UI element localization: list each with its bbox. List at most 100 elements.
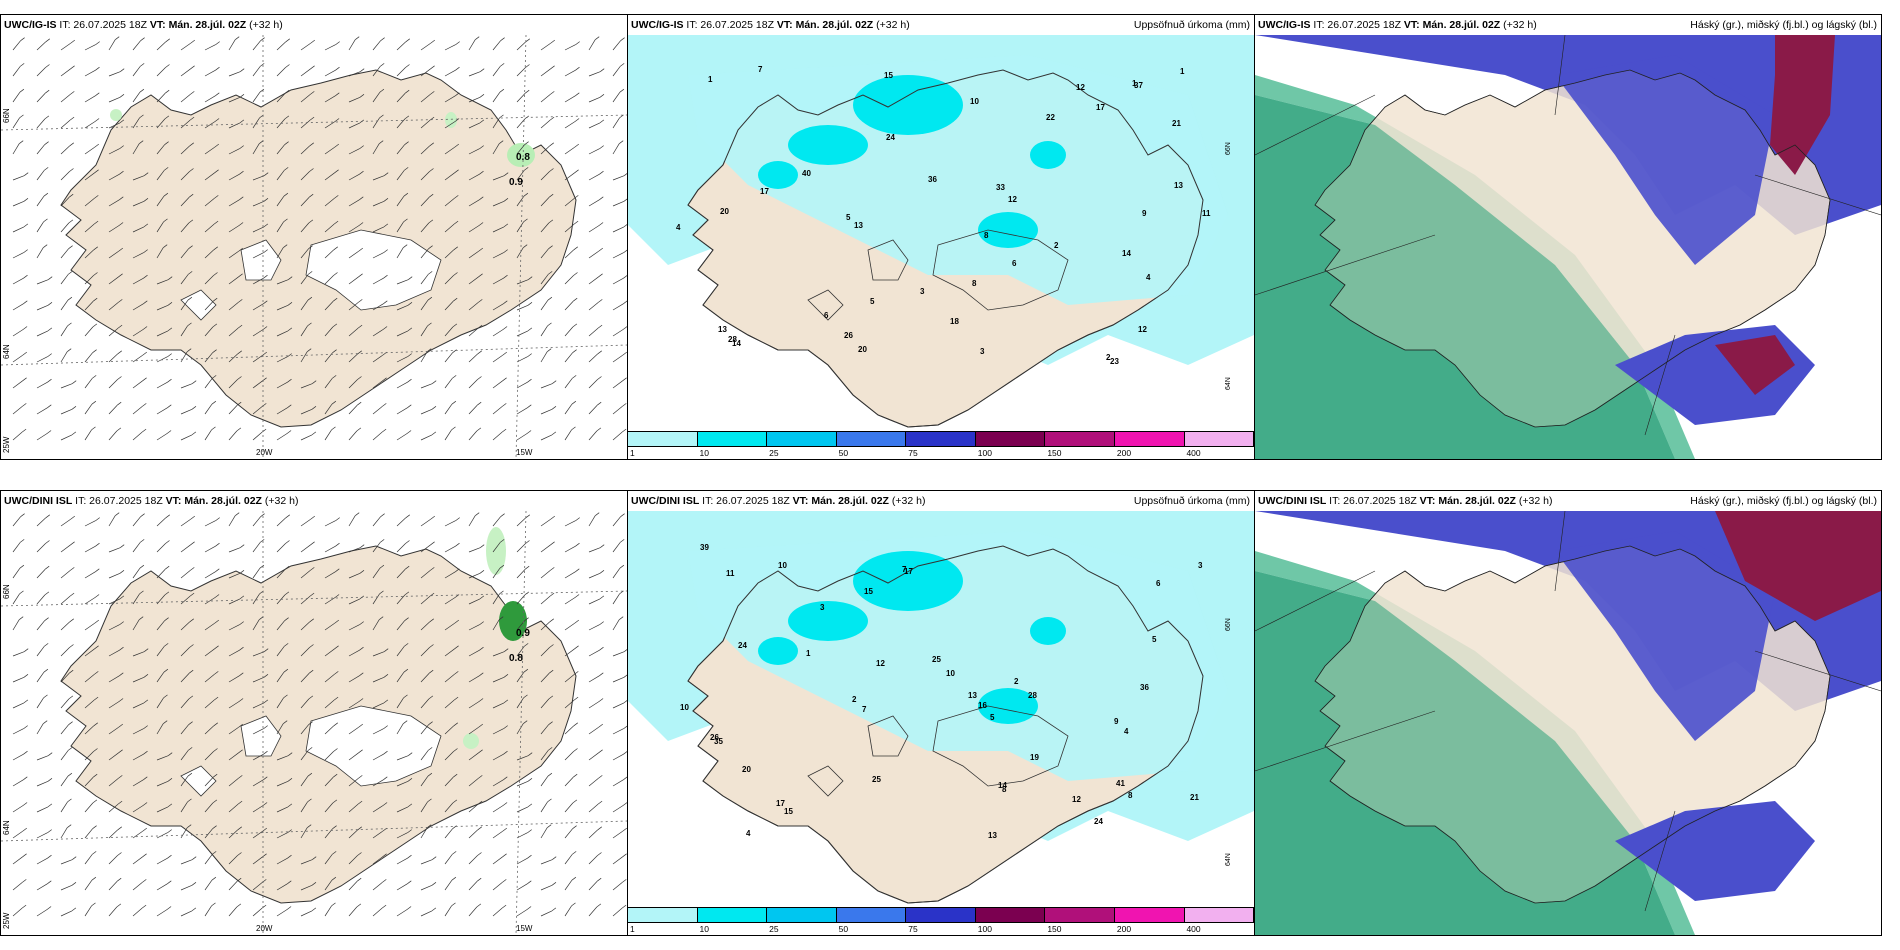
precip-value: 5 <box>990 713 995 722</box>
colorbar-tick: 50 <box>838 924 849 934</box>
colorbar-swatch <box>767 431 837 447</box>
colorbar-swatch <box>628 431 698 447</box>
precip-value: 37 <box>1134 81 1143 90</box>
border-line <box>1255 234 1436 296</box>
precip-value: 12 <box>876 659 885 668</box>
panel-header: UWC/DINI ISL IT: 26.07.2025 18Z VT: Mán.… <box>4 495 299 507</box>
precip-value: 15 <box>884 71 893 80</box>
precip-heavy <box>853 551 963 611</box>
precip-map-top: 1431312945613142217372840331826202124201… <box>628 35 1254 459</box>
maroon-cloud <box>1715 335 1795 395</box>
panel-header: UWC/DINI ISL IT: 26.07.2025 18Z VT: Mán.… <box>1255 491 1881 511</box>
glacier <box>240 715 282 757</box>
border-line <box>1255 710 1436 772</box>
colorbar-tick: 10 <box>699 448 710 458</box>
colorbar-swatch <box>697 907 768 923</box>
maroon-cloud <box>1715 511 1881 621</box>
wind-highlight <box>463 733 479 749</box>
precip-value: 17 <box>904 567 913 576</box>
precip-value: 10 <box>970 97 979 106</box>
precip-heavy <box>978 212 1038 248</box>
glacier <box>305 229 442 311</box>
colorbar: 1 10 25 50 75 100 150 200 400 <box>628 431 1254 459</box>
precip-value: 28 <box>1028 691 1037 700</box>
precip-value: 6 <box>824 311 829 320</box>
wind-value: 0.9 <box>509 177 523 188</box>
colorbar-swatch <box>767 907 837 923</box>
precip-value: 6 <box>1012 259 1017 268</box>
panel-wind-igis: UWC/IG-IS IT: 26.07.2025 18Z VT: Mán. 28… <box>0 14 628 460</box>
precip-value: 15 <box>864 587 873 596</box>
precip-value: 40 <box>802 169 811 178</box>
border-line <box>1644 334 1676 436</box>
precip-area <box>688 55 1228 305</box>
wind-highlight <box>486 527 506 575</box>
precip-heavy <box>758 161 798 189</box>
panel-header: UWC/IG-IS IT: 26.07.2025 18Z VT: Mán. 28… <box>4 19 283 31</box>
colorbar-swatch <box>628 907 698 923</box>
precip-value: 5 <box>1152 635 1157 644</box>
border-line <box>1554 511 1566 592</box>
lat-label: 64N <box>1225 853 1232 866</box>
colorbar-tick: 400 <box>1186 448 1201 458</box>
colorbar-swatch <box>836 431 907 447</box>
precip-value: 7 <box>902 565 907 574</box>
graticule <box>1 35 627 459</box>
precip-value: 20 <box>720 207 729 216</box>
precip-value: 6 <box>1156 579 1161 588</box>
precip-value: 12 <box>1072 795 1081 804</box>
corner-label: 25W <box>2 912 11 929</box>
colorbar-tick: 50 <box>838 448 849 458</box>
colorbar-tick: 25 <box>769 448 779 458</box>
colorbar-tick: 200 <box>1116 924 1132 934</box>
precip-value: 33 <box>996 183 1005 192</box>
wind-barbs <box>12 36 627 441</box>
precip-value: 4 <box>1146 273 1151 282</box>
precip-value: 9 <box>1142 209 1147 218</box>
colorbar-tick: 150 <box>1047 924 1062 934</box>
precip-value: 4 <box>746 829 751 838</box>
precip-heavy <box>1030 617 1066 645</box>
colorbar-swatch <box>1184 907 1254 923</box>
colorbar-tick: 100 <box>977 448 992 458</box>
wind-value: 0.9 <box>516 628 530 639</box>
precip-value: 14 <box>732 339 741 348</box>
wind-value: 0.8 <box>509 653 523 664</box>
glacier <box>807 765 844 797</box>
lat-label: 66N <box>1225 142 1232 155</box>
precip-heavy <box>758 637 798 665</box>
precip-values: 1431312945613142217372840331826202124201… <box>676 65 1211 366</box>
colorbar-swatch <box>975 907 1046 923</box>
precip-value: 10 <box>778 561 787 570</box>
panel-header: UWC/DINI ISL IT: 26.07.2025 18Z VT: Mán.… <box>628 491 1254 511</box>
precip-value: 17 <box>776 799 785 808</box>
precip-value: 1 <box>1132 79 1137 88</box>
precip-value: 3 <box>980 347 985 356</box>
precip-value: 39 <box>700 543 709 552</box>
precip-value: 16 <box>978 701 987 710</box>
lat-label: 64N <box>2 344 11 359</box>
precip-value: 13 <box>1174 181 1183 190</box>
colorbar-cells <box>628 431 1254 447</box>
precip-value: 23 <box>1110 357 1119 366</box>
precip-value: 10 <box>680 703 689 712</box>
precip-value: 19 <box>1030 753 1039 762</box>
precip-value: 12 <box>1076 83 1085 92</box>
wind-highlight <box>445 112 457 128</box>
precip-value: 35 <box>714 737 723 746</box>
precip-value: 7 <box>862 705 867 714</box>
colorbar-swatch <box>1045 431 1115 447</box>
colorbar-tick: 200 <box>1116 448 1132 458</box>
wind-map-bottom: 20W 15W 25W 66N 64N 0.9 0.8 <box>1 511 627 935</box>
precip-value: 25 <box>872 775 881 784</box>
precip-value: 2 <box>852 695 857 704</box>
glacier <box>932 705 1069 787</box>
precip-value: 22 <box>1046 113 1055 122</box>
precip-value: 7 <box>758 65 763 74</box>
precip-value: 8 <box>1002 785 1007 794</box>
graticule <box>1 511 627 935</box>
precip-value: 10 <box>946 669 955 678</box>
glacier <box>867 239 909 281</box>
colorbar-swatch <box>1114 907 1185 923</box>
panel-cloud-igis: UWC/IG-IS IT: 26.07.2025 18Z VT: Mán. 28… <box>1254 14 1882 460</box>
